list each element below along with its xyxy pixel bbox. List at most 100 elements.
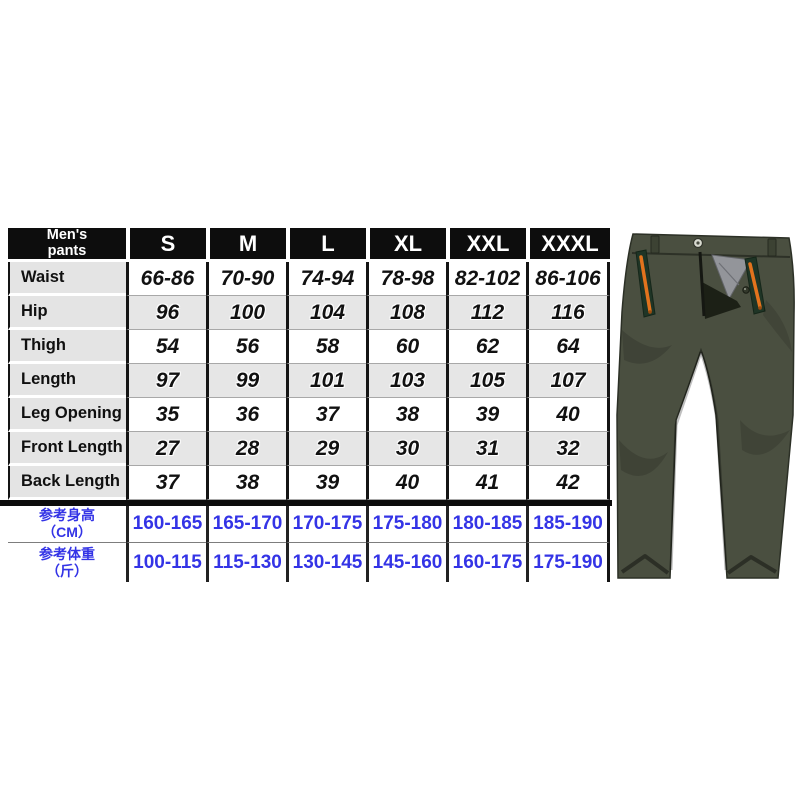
reference-value: 160-175	[446, 543, 526, 582]
size-value: 31	[446, 432, 526, 466]
reference-value: 145-160	[366, 543, 446, 582]
size-value: 78-98	[366, 262, 446, 296]
reference-value: 115-130	[206, 543, 286, 582]
header-cell-size-s: S	[126, 228, 206, 262]
fly-lining-fold	[718, 262, 740, 286]
wrinkle-shadow	[740, 420, 790, 455]
header-cell-size-xxxl: XXXL	[526, 228, 610, 262]
snap-rivet-highlight	[743, 287, 747, 291]
reference-value: 160-165	[126, 506, 206, 543]
size-value: 100	[206, 296, 286, 330]
size-value: 38	[366, 398, 446, 432]
waistband-seam	[631, 252, 791, 258]
wrinkle-shadow	[622, 330, 672, 364]
size-value: 56	[206, 330, 286, 364]
size-value: 38	[206, 466, 286, 500]
fly-shadow	[702, 282, 741, 319]
reference-row-label-weight: 参考体重 （斤）	[8, 543, 126, 582]
size-value: 74-94	[286, 262, 366, 296]
inner-seam-shadow	[699, 351, 728, 571]
left-zipper-pull	[648, 310, 652, 314]
size-value: 30	[366, 432, 446, 466]
row-label-waist: Waist	[8, 262, 126, 296]
size-value: 60	[366, 330, 446, 364]
waist-button-hole	[696, 241, 700, 245]
reference-value: 100-115	[126, 543, 206, 582]
header-cell-size-m: M	[206, 228, 286, 262]
reference-label-line1: 参考身高	[39, 507, 95, 524]
snap-rivet	[742, 286, 750, 294]
size-value: 62	[446, 330, 526, 364]
size-value: 32	[526, 432, 610, 466]
size-value: 64	[526, 330, 610, 364]
row-label-leg-opening: Leg Opening	[8, 398, 126, 432]
reference-row-label-height: 参考身高 （CM）	[8, 506, 126, 543]
size-value: 58	[286, 330, 366, 364]
row-label-front-length: Front Length	[8, 432, 126, 466]
size-value: 39	[286, 466, 366, 500]
row-label-thigh: Thigh	[8, 330, 126, 364]
inner-seam-shadow	[669, 351, 703, 571]
size-value: 96	[126, 296, 206, 330]
size-value: 116	[526, 296, 610, 330]
size-value: 41	[446, 466, 526, 500]
header-cell-mens-pants: Men's pants	[8, 228, 126, 262]
size-value: 40	[366, 466, 446, 500]
size-value: 37	[126, 466, 206, 500]
reference-label-line2: （CM）	[42, 524, 92, 540]
row-label-hip: Hip	[8, 296, 126, 330]
belt-loop-right	[767, 238, 777, 257]
size-value: 66-86	[126, 262, 206, 296]
size-value: 103	[366, 364, 446, 398]
header-cell-size-xxl: XXL	[446, 228, 526, 262]
hem-crease-left	[620, 554, 670, 575]
size-value: 37	[286, 398, 366, 432]
header-label-line1: Men's	[46, 227, 88, 244]
size-value: 40	[526, 398, 610, 432]
pants-body	[616, 233, 795, 579]
reference-value: 175-180	[366, 506, 446, 543]
size-value: 108	[366, 296, 446, 330]
right-pocket-zipper	[748, 262, 762, 309]
reference-value: 170-175	[286, 506, 366, 543]
size-value: 36	[206, 398, 286, 432]
row-label-back-length: Back Length	[8, 466, 126, 500]
reference-value: 180-185	[446, 506, 526, 543]
reference-label-line2: （斤）	[46, 562, 88, 579]
left-pocket-zipper	[639, 255, 652, 313]
size-value: 107	[526, 364, 610, 398]
reference-value: 185-190	[526, 506, 610, 543]
size-value: 28	[206, 432, 286, 466]
pants-photo	[616, 233, 795, 579]
size-value: 27	[126, 432, 206, 466]
row-label-length: Length	[8, 364, 126, 398]
thick-divider	[0, 500, 612, 506]
wrinkle-shadow	[619, 440, 668, 476]
reference-value: 130-145	[286, 543, 366, 582]
size-value: 86-106	[526, 262, 610, 296]
size-value: 101	[286, 364, 366, 398]
size-value: 42	[526, 466, 610, 500]
wrinkle-shadow	[763, 300, 792, 352]
right-zipper-pull	[758, 306, 762, 310]
size-value: 70-90	[206, 262, 286, 296]
reference-value: 175-190	[526, 543, 610, 582]
reference-label-line1: 参考体重	[39, 545, 95, 562]
size-value: 82-102	[446, 262, 526, 296]
reference-value: 165-170	[206, 506, 286, 543]
size-chart: Men's pants S M L XL XXL XXXL Waist 66-8…	[8, 228, 610, 582]
size-value: 39	[446, 398, 526, 432]
header-label-line2: pants	[47, 242, 87, 259]
size-value: 35	[126, 398, 206, 432]
size-value: 104	[286, 296, 366, 330]
size-value: 112	[446, 296, 526, 330]
belt-loop-left	[650, 235, 660, 254]
size-value: 54	[126, 330, 206, 364]
hem-crease-right	[726, 555, 778, 575]
size-value: 29	[286, 432, 366, 466]
size-value: 97	[126, 364, 206, 398]
size-value: 105	[446, 364, 526, 398]
header-cell-size-l: L	[286, 228, 366, 262]
fly-zipper	[698, 251, 706, 317]
